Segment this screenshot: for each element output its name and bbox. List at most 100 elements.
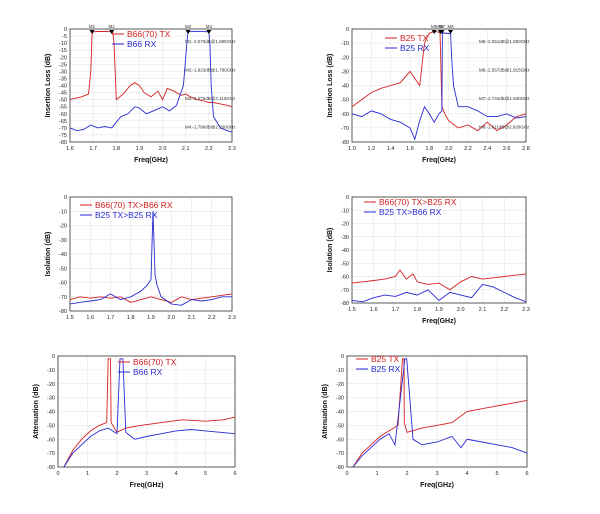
- y-tick-label: -70: [59, 295, 67, 301]
- y-tick-label: -30: [59, 238, 67, 244]
- y-tick-label: -10: [59, 209, 67, 215]
- x-axis-label: Freq(GHz): [420, 482, 454, 489]
- x-tick-label: 2.0: [445, 146, 453, 152]
- y-tick-label: -10: [59, 41, 67, 47]
- legend-entry: B66(70) TX: [127, 29, 171, 39]
- y-tick-label: -40: [59, 84, 67, 90]
- x-tick-label: 2.2: [464, 146, 472, 152]
- y-tick-label: -50: [59, 266, 67, 272]
- y-tick-label: -80: [59, 140, 67, 146]
- series-line-b25-rx: [351, 32, 527, 141]
- x-tick-label: 1.9: [147, 315, 155, 321]
- legend-entry: B66 RX: [133, 367, 163, 377]
- series-line-b25-tx-b66-rx: [351, 283, 527, 303]
- x-tick-label: 2.6: [503, 146, 511, 152]
- x-tick-label: 1: [375, 471, 378, 477]
- marker-label: M7: [439, 24, 446, 29]
- legend-entry: B66(70) TX>B25 RX: [379, 197, 457, 207]
- y-tick-label: 0: [64, 195, 67, 201]
- marker-annotation: M4:-1.796dB@2.200GHz: [185, 125, 236, 130]
- x-tick-label: 4: [465, 471, 468, 477]
- plot-frame: [69, 28, 233, 143]
- marker-triangle: [185, 30, 191, 34]
- x-tick-label: 2.1: [188, 315, 196, 321]
- x-tick-label: 2: [405, 471, 408, 477]
- plot-frame: [346, 355, 528, 468]
- marker-triangle: [431, 30, 437, 34]
- x-tick-label: 1.2: [368, 146, 376, 152]
- y-tick-label: -20: [341, 222, 349, 228]
- x-tick-label: 2.0: [159, 146, 167, 152]
- x-tick-label: 2.0: [457, 307, 465, 313]
- x-tick-label: 1.7: [107, 315, 115, 321]
- marker-triangle: [439, 30, 445, 34]
- legend-entry: B25 RX: [371, 364, 401, 374]
- x-tick-label: 1.7: [89, 146, 97, 152]
- y-tick-label: 0: [346, 27, 349, 33]
- marker-label: M8: [447, 24, 454, 29]
- y-tick-label: -10: [47, 368, 55, 374]
- x-tick-label: 5: [204, 471, 207, 477]
- y-tick-label: -15: [59, 48, 67, 54]
- x-tick-label: 1.6: [406, 146, 414, 152]
- marker-triangle: [448, 30, 454, 34]
- y-tick-label: -60: [341, 275, 349, 281]
- y-tick-label: -80: [47, 465, 55, 471]
- chart-panel-3: 0 -10 -20 -30 -40 -50 -60 -70 -801.5 1.6 1.7 1.8 1.9…: [45, 195, 236, 321]
- y-tick-label: -80: [59, 309, 67, 315]
- y-tick-label: -10: [341, 41, 349, 47]
- chart-panel-2: 0 -10 -20 -30 -40 -50 -60 -70 -801.0 1.2 1.4 1.6 1.8…: [327, 24, 530, 164]
- plot-frame: [69, 196, 233, 312]
- x-axis-label: Freq(GHz): [134, 157, 168, 164]
- legend-entry: B66 RX: [127, 39, 157, 49]
- y-tick-label: -30: [59, 69, 67, 75]
- marker-triangle: [109, 30, 115, 34]
- y-tick-label: -75: [59, 133, 67, 139]
- marker-triangle: [206, 30, 212, 34]
- y-axis-label: Attenuation (dB): [33, 384, 40, 439]
- y-tick-label: 0: [346, 195, 349, 201]
- x-tick-label: 1.4: [387, 146, 395, 152]
- y-tick-label: -40: [47, 410, 55, 416]
- series-line-b25-tx: [351, 31, 527, 132]
- chart-panel-4: 0 -10 -20 -30 -40 -50 -60 -70 -801.5 1.6 1.7 1.8 1.9…: [327, 195, 530, 325]
- x-tick-label: 6: [233, 471, 236, 477]
- x-tick-label: 4: [174, 471, 177, 477]
- marker-annotation: M1:-2.070dB@1.695GHz: [185, 39, 236, 44]
- y-tick-label: -45: [59, 91, 67, 97]
- y-tick-label: -20: [47, 382, 55, 388]
- x-tick-label: 1.5: [348, 307, 356, 313]
- series-line-b66-rx: [63, 358, 236, 468]
- y-tick-label: -80: [341, 140, 349, 146]
- legend-entry: B25 TX>B66 RX: [379, 207, 442, 217]
- marker-label: M4: [206, 24, 213, 29]
- y-tick-label: 0: [64, 27, 67, 33]
- y-axis-label: Isolation (dB): [45, 232, 52, 277]
- x-tick-label: 1.6: [66, 146, 74, 152]
- y-tick-label: -20: [59, 55, 67, 61]
- y-tick-label: -20: [336, 382, 344, 388]
- x-tick-label: 0: [345, 471, 348, 477]
- y-tick-label: 0: [341, 354, 344, 360]
- marker-label: M6: [437, 24, 444, 29]
- x-tick-label: 2.1: [182, 146, 190, 152]
- series-line-b66-70-tx: [69, 31, 233, 108]
- y-tick-label: -65: [59, 119, 67, 125]
- y-tick-label: -30: [341, 69, 349, 75]
- legend-entry: B25 RX: [400, 43, 430, 53]
- series-line-b66-70-tx: [63, 358, 236, 468]
- y-axis-label: Insertion Loss (dB): [327, 54, 334, 118]
- y-tick-label: -20: [59, 224, 67, 230]
- x-tick-label: 1: [86, 471, 89, 477]
- x-tick-label: 2.8: [522, 146, 530, 152]
- y-tick-label: -70: [341, 288, 349, 294]
- series-line-b66-70-tx-b25-rx: [351, 269, 527, 291]
- x-tick-label: 2: [115, 471, 118, 477]
- x-tick-label: 1.7: [392, 307, 400, 313]
- y-tick-label: -60: [59, 112, 67, 118]
- y-tick-label: -70: [341, 126, 349, 132]
- marker-label: M2: [109, 24, 116, 29]
- x-tick-label: 1.8: [426, 146, 434, 152]
- y-tick-label: 0: [52, 354, 55, 360]
